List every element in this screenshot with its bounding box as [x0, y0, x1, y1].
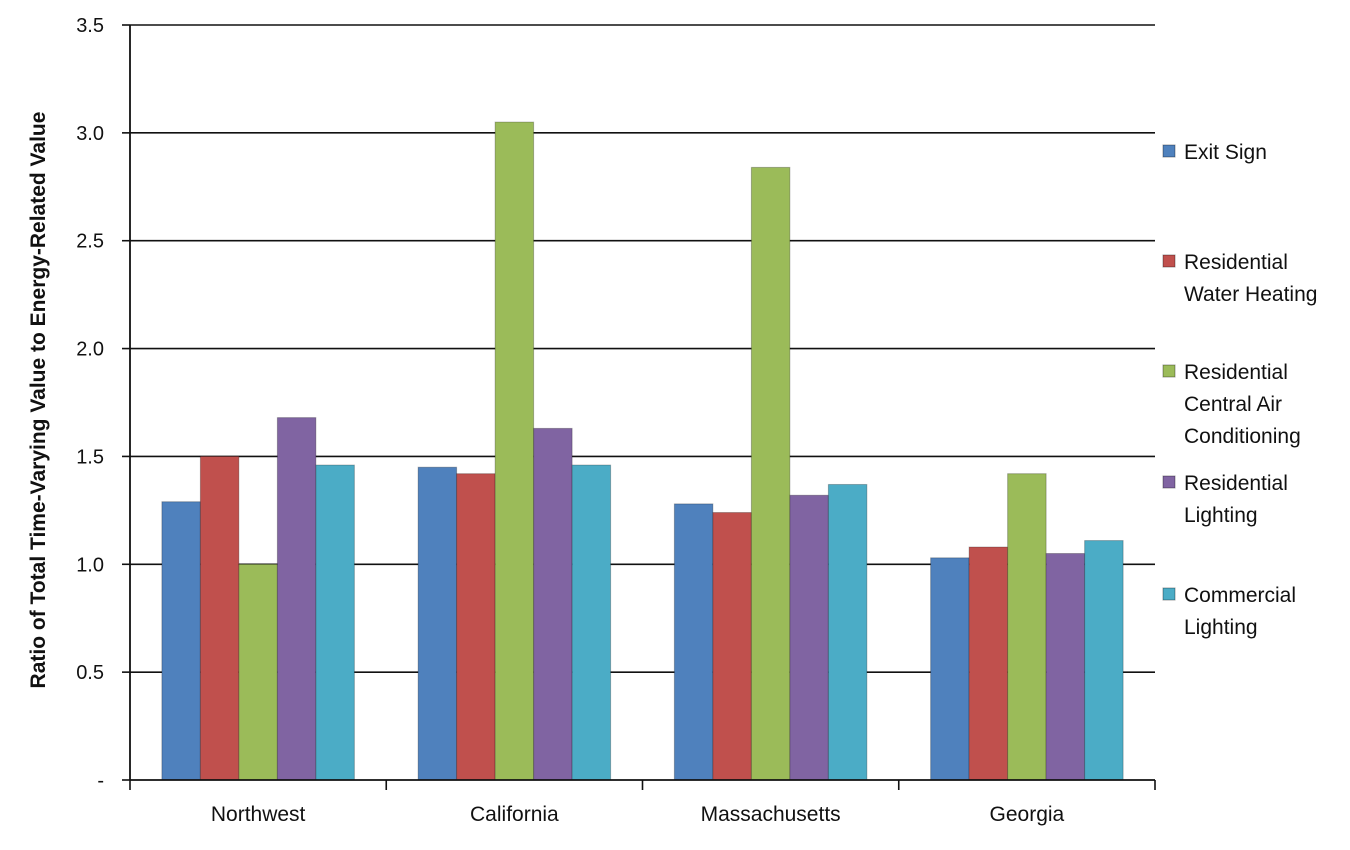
bar: [456, 473, 496, 781]
y-tick-label: 1.5: [76, 446, 104, 468]
y-tick-label: 2.0: [76, 339, 104, 361]
legend-label: Lighting: [1184, 504, 1258, 527]
bar: [1045, 553, 1086, 781]
legend-swatch: [1162, 364, 1176, 378]
bar: [930, 557, 970, 781]
y-axis-title: Ratio of Total Time-Varying Value to Ene…: [27, 112, 50, 689]
bars: [161, 121, 1124, 781]
bar: [571, 464, 612, 781]
x-tick-labels: Northwest California Massachusetts Georgia: [211, 803, 1065, 826]
legend-label: Exit Sign: [1184, 141, 1267, 164]
bar: [533, 427, 573, 781]
legend-label: Commercial: [1184, 584, 1296, 607]
legend-label: Residential: [1184, 251, 1288, 274]
axes: [122, 24, 1156, 790]
y-tick-label: 3.5: [76, 15, 104, 37]
bar: [417, 466, 458, 781]
bar: [827, 483, 868, 781]
bar: [238, 563, 278, 781]
legend-label: Central Air: [1184, 393, 1282, 416]
bar: [1084, 540, 1124, 781]
y-tick-label: -: [97, 770, 104, 792]
bar: [712, 512, 752, 781]
y-tick-label: 2.5: [76, 231, 104, 253]
legend-swatch: [1162, 475, 1176, 489]
bar: [315, 464, 355, 781]
y-tick-label: 1.0: [76, 554, 104, 576]
y-tick-label: 0.5: [76, 662, 104, 684]
bar: [968, 546, 1009, 781]
bar: [1007, 473, 1047, 781]
bar: [161, 501, 201, 781]
x-tick-label: Northwest: [211, 803, 306, 826]
bar: [789, 494, 829, 781]
bar: [673, 503, 714, 781]
y-tick-label: 3.0: [76, 123, 104, 145]
bar: [199, 455, 240, 781]
legend-label: Conditioning: [1184, 425, 1301, 448]
legend-label: Water Heating: [1184, 283, 1317, 306]
legend-label: Lighting: [1184, 616, 1258, 639]
legend-label: Residential: [1184, 472, 1288, 495]
x-tick-label: California: [470, 803, 559, 826]
x-tick-label: Massachusetts: [701, 803, 841, 826]
legend-swatch: [1162, 587, 1176, 601]
y-tick-labels: - 0.5 1.0 1.5 2.0 2.5 3.0 3.5: [76, 15, 104, 792]
legend-swatch: [1162, 144, 1176, 158]
legend-label: Residential: [1184, 361, 1288, 384]
bar: [750, 166, 791, 781]
bar: [494, 121, 535, 781]
bar: [276, 417, 317, 781]
x-tick-label: Georgia: [990, 803, 1065, 826]
legend: Exit Sign Residential Water Heating Residen…: [1162, 141, 1317, 639]
legend-swatch: [1162, 254, 1176, 268]
